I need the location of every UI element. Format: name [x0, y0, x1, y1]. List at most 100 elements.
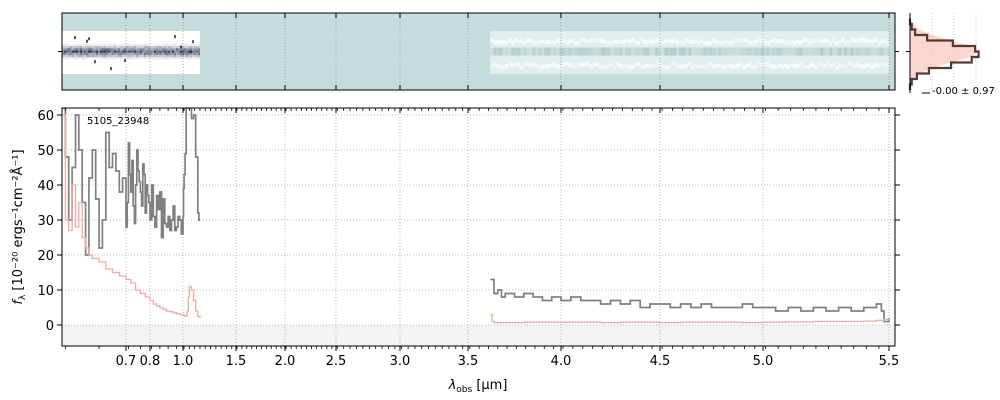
spectrum-2d-pixel — [120, 54, 122, 58]
spectrum-2d-pixel — [86, 50, 88, 53]
spectrum-2d-pixel — [170, 48, 172, 51]
spectrum-2d-pixel — [82, 52, 84, 55]
spectrum-2d-pixel — [643, 47, 647, 56]
x-tick-label: 4.0 — [551, 354, 572, 369]
spectrum-2d-pixel — [802, 37, 806, 42]
spectrum-2d-pixel — [766, 61, 770, 66]
spectrum-2d-pixel — [180, 54, 182, 58]
spectrum-2d-pixel — [114, 46, 116, 49]
spectrum-2d-pixel — [110, 54, 112, 58]
spectrum-2d-pixel — [871, 39, 875, 44]
spectrum-2d-column — [697, 40, 701, 70]
spectrum-2d-pixel — [92, 57, 94, 60]
spectrum-2d-pixel — [80, 54, 82, 58]
spectrum-2d-pixel — [100, 54, 102, 58]
spectrum-2d-pixel — [152, 54, 154, 58]
spectrum-2d-pixel — [850, 37, 854, 42]
spectrum-2d-pixel — [178, 52, 180, 55]
spectrum-2d-pixel — [116, 48, 118, 51]
spectrum-2d-pixel — [616, 47, 620, 56]
spectrum-2d-pixel — [152, 43, 154, 47]
spectrum-2d-column — [589, 38, 593, 69]
spectrum-2d-column — [508, 38, 512, 67]
spectrum-2d-pixel — [86, 52, 88, 55]
spectrum-2d-pixel — [74, 46, 76, 49]
spectrum-2d-pixel — [172, 57, 174, 60]
spectrum-2d-pixel — [96, 52, 98, 55]
spectrum-2d-pixel — [82, 54, 84, 58]
spectrum-2d-pixel — [544, 64, 548, 69]
spectrum-2d-column — [883, 38, 887, 67]
spectrum-2d-pixel — [781, 39, 785, 44]
spectrum-2d-pixel — [112, 50, 114, 53]
spectrum-2d-pixel — [182, 54, 184, 58]
spectrum-2d-pixel — [775, 64, 779, 69]
spectrum-2d-pixel — [168, 48, 170, 51]
spectrum-2d-pixel — [874, 62, 878, 67]
spectrum-2d-column — [514, 37, 518, 67]
spectrum-2d-pixel — [100, 50, 102, 53]
spectrum-2d-pixel — [110, 57, 112, 60]
spectrum-2d-column — [808, 40, 812, 69]
spectrum-2d-pixel — [646, 47, 650, 56]
spectrum-2d-pixel — [122, 50, 124, 53]
spectrum-2d-column — [180, 43, 182, 60]
spectrum-2d-pixel — [619, 64, 623, 69]
spectrum-2d-pixel — [586, 47, 590, 56]
spectrum-2d-column — [727, 41, 731, 68]
spectrum-2d-column — [613, 39, 617, 70]
spectrum-2d-pixel — [92, 50, 94, 53]
spectrum-2d-pixel — [172, 43, 174, 47]
spectrum-2d-pixel — [847, 40, 851, 45]
spectrum-2d-pixel — [529, 62, 533, 67]
spectrum-2d-pixel — [499, 40, 503, 45]
spectrum-2d-pixel — [132, 52, 134, 55]
spectrum-2d-pixel — [92, 52, 94, 55]
spectrum-2d-pixel — [102, 54, 104, 58]
spectrum-2d-pixel — [517, 62, 521, 67]
spectrum-2d-pixel — [104, 48, 106, 51]
spectrum-2d-pixel — [70, 48, 72, 51]
spectrum-2d-column — [154, 43, 156, 60]
spectrum-2d-pixel — [832, 38, 836, 43]
spectrum-2d-pixel — [92, 43, 94, 47]
spectrum-2d-pixel — [538, 65, 542, 70]
spectrum-2d-pixel — [156, 54, 158, 58]
spectrum-2d-column — [98, 43, 100, 60]
spectrum-2d-pixel — [520, 47, 524, 56]
spectrum-2d-pixel — [796, 47, 800, 56]
spectrum-2d-pixel — [116, 43, 118, 47]
spectrum-2d-column — [72, 43, 74, 60]
spectrum-2d-pixel — [670, 47, 674, 56]
spectrum-2d-pixel — [679, 40, 683, 45]
spectrum-2d-pixel — [598, 38, 602, 43]
spectrum-2d-pixel — [88, 54, 90, 58]
spectrum-2d-pixel — [192, 48, 194, 51]
spectrum-2d-pixel — [154, 54, 156, 58]
spectrum-2d-pixel — [844, 47, 848, 56]
spectrum-2d-pixel — [170, 46, 172, 49]
spectrum-2d-pixel — [850, 62, 854, 67]
spectrum-2d-pixel — [592, 38, 596, 43]
spectrum-2d-pixel — [532, 62, 536, 67]
spectrum-2d-pixel — [176, 52, 178, 55]
spectrum-2d-pixel — [90, 43, 92, 47]
spectrum-2d-pixel — [148, 43, 150, 47]
y-tick-label: 30 — [37, 214, 54, 229]
spectrum-2d-pixel — [98, 43, 100, 47]
spectrum-2d-pixel — [733, 64, 737, 69]
spectrum-2d-pixel — [862, 47, 866, 56]
spectrum-2d-pixel — [835, 41, 839, 46]
spectrum-2d-pixel — [106, 43, 108, 47]
spectrum-2d-pixel — [646, 63, 650, 68]
spectrum-2d-pixel — [182, 50, 184, 53]
spectrum-2d-pixel — [120, 50, 122, 53]
spectrum-2d-column — [886, 41, 890, 69]
spectrum-2d-pixel — [126, 50, 128, 53]
spectrum-2d-pixel — [631, 47, 635, 56]
spectrum-2d-pixel — [724, 64, 728, 69]
spectrum-2d-pixel — [116, 57, 118, 60]
spectrum-2d-pixel — [634, 47, 638, 56]
spectrum-2d-pixel — [160, 52, 162, 55]
spectrum-2d-pixel — [96, 54, 98, 58]
